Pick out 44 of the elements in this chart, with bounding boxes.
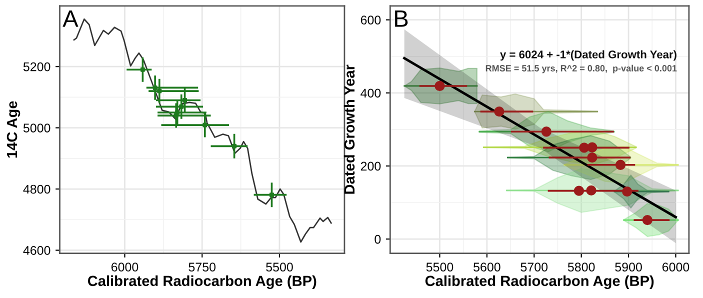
point	[140, 67, 145, 72]
y-tick-label: 4600	[23, 246, 50, 255]
point	[152, 85, 158, 90]
y-tick-label: 0	[374, 234, 381, 244]
x-tick-label: 5500	[426, 262, 454, 272]
x-tick-label: 6000	[111, 262, 138, 272]
point	[157, 88, 162, 94]
x-tick-label: 5700	[520, 262, 548, 272]
x-tick-label: 5750	[188, 262, 216, 272]
point	[179, 104, 184, 109]
x-tick-label: 5900	[615, 262, 642, 272]
point	[541, 126, 552, 137]
annotation: y = 6024 + -1*(Dated Growth Year)	[500, 50, 676, 61]
point	[174, 113, 178, 118]
x-axis-title: Calibrated Radiocarbon Age (BP)	[425, 275, 654, 290]
point	[587, 142, 598, 152]
point	[182, 98, 188, 102]
y-tick-label: 5200	[23, 62, 50, 72]
point	[586, 185, 596, 196]
y-axis-title: Dated Growth Year	[344, 64, 355, 194]
point	[574, 186, 584, 196]
y-tick-label: 4800	[23, 184, 50, 194]
point	[642, 214, 652, 226]
chart-title: B	[395, 10, 408, 27]
point	[615, 160, 626, 170]
y-tick-label: 200	[360, 162, 381, 171]
x-tick-label: 5800	[568, 262, 595, 272]
point	[494, 106, 504, 117]
x-tick-label: 6000	[662, 262, 690, 272]
x-tick-label: 5600	[474, 262, 500, 272]
point	[269, 192, 274, 198]
chart-title: A	[62, 10, 78, 27]
annotation: RMSE = 51.5 yrs, R^2 = 0.80, p-value < 0.001	[486, 64, 677, 74]
point	[434, 80, 445, 92]
x-axis-title: Calibrated Radiocarbon Age (BP)	[88, 275, 316, 290]
point	[622, 186, 632, 197]
point	[587, 152, 598, 163]
point	[202, 122, 208, 128]
y-axis-title: 14C Age	[6, 101, 20, 158]
y-tick-label: 400	[360, 88, 381, 98]
y-tick-label: 600	[360, 16, 381, 24]
point	[232, 144, 237, 148]
y-tick-label: 5000	[23, 124, 50, 132]
x-tick-label: 5500	[266, 262, 293, 272]
